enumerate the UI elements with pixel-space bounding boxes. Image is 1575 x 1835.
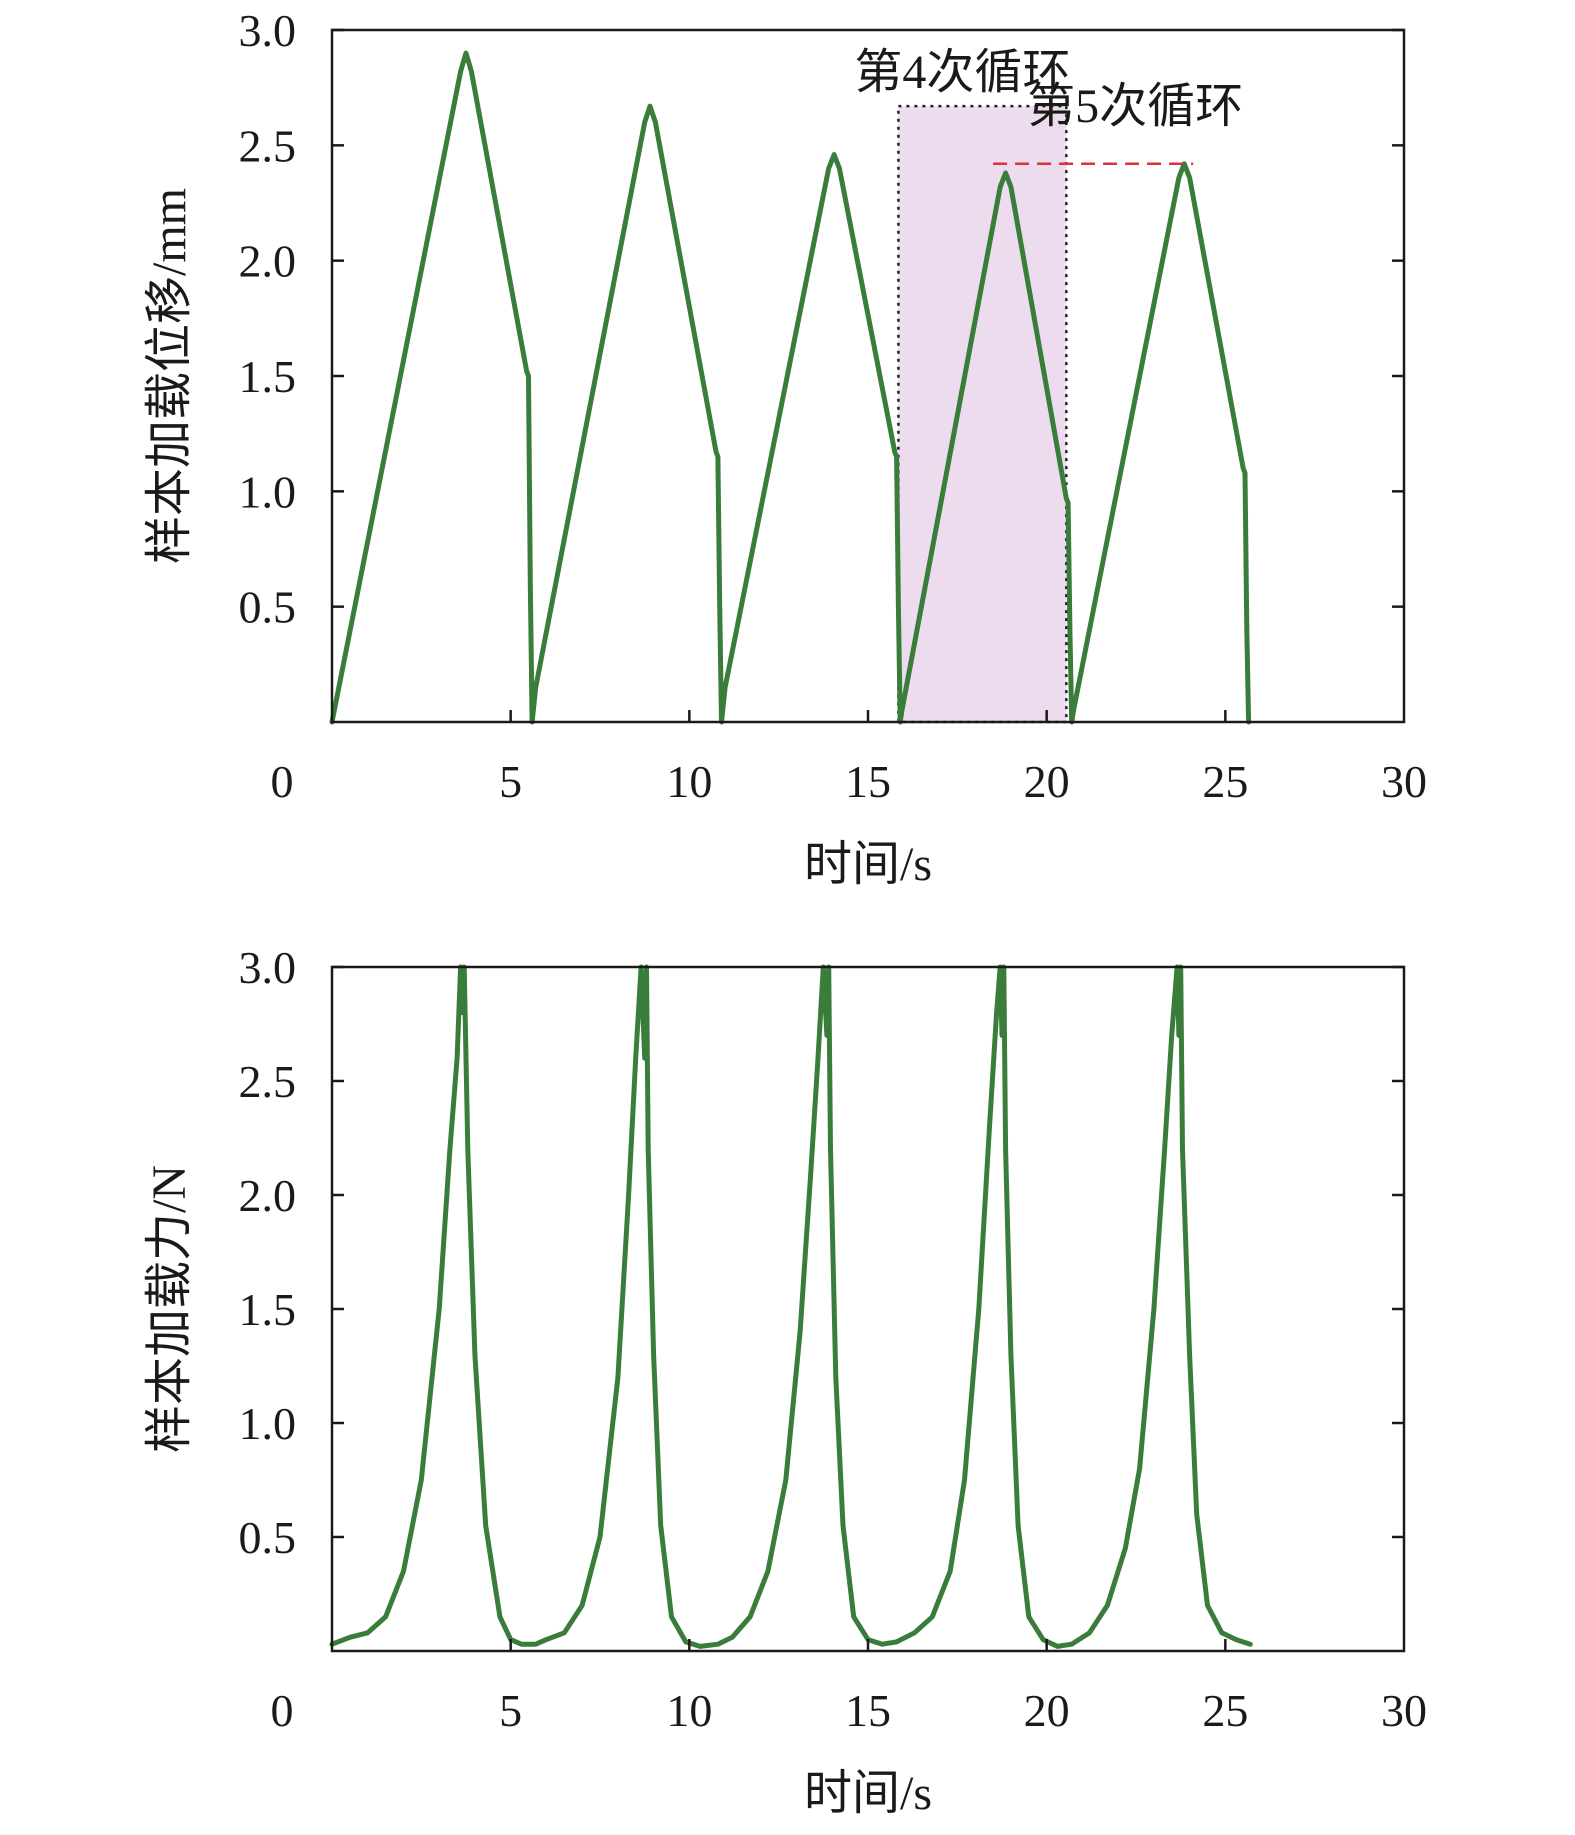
bottom-x-tick-label: 25 <box>1202 1685 1248 1736</box>
bottom-x-tick-label: 0 <box>271 1685 294 1736</box>
top-y-tick-label: 3.0 <box>239 5 297 56</box>
top-x-axis-label: 时间/s <box>804 838 932 891</box>
top-x-tick-label: 25 <box>1202 756 1248 807</box>
top-x-tick-label: 20 <box>1024 756 1070 807</box>
bottom-y-tick-label: 2.5 <box>239 1056 297 1107</box>
top-x-tick-label: 30 <box>1381 756 1427 807</box>
top-series-line <box>329 50 1252 725</box>
bottom-x-tick-label: 20 <box>1024 1685 1070 1736</box>
top-y-tick-label: 2.0 <box>239 236 297 287</box>
top-x-tick-label: 10 <box>666 756 712 807</box>
bottom-x-axis-label: 时间/s <box>804 1767 932 1820</box>
top-y-tick-label: 1.5 <box>239 351 297 402</box>
bottom-y-axis-label: 样本加载力/N <box>143 1165 196 1453</box>
top-y-tick-label: 1.0 <box>239 466 297 517</box>
bottom-x-tick-label: 15 <box>845 1685 891 1736</box>
bottom-x-tick-label: 5 <box>499 1685 522 1736</box>
cycle-4-label: 第4次循环 <box>854 46 1070 99</box>
top-y-axis-label: 样本加载位移/mm <box>143 188 196 564</box>
top-x-tick-label: 15 <box>845 756 891 807</box>
bottom-series-line <box>329 964 1253 1649</box>
top-y-tick-label: 0.5 <box>239 582 297 633</box>
bottom-x-tick-label: 10 <box>666 1685 712 1736</box>
bottom-y-tick-label: 0.5 <box>239 1512 297 1563</box>
bottom-x-tick-label: 30 <box>1381 1685 1427 1736</box>
top-y-tick-label: 2.5 <box>239 120 297 171</box>
cycle-5-label: 第5次循环 <box>1027 80 1243 133</box>
bottom-y-tick-label: 3.0 <box>239 942 297 993</box>
top-x-tick-label: 0 <box>271 756 294 807</box>
top-chart-displacement: 0 5 10 15 20 25 30 0.5 1.0 1.5 2.0 2.5 3.0 时间/s 样本加载位移… <box>143 5 1427 891</box>
bottom-chart-force: 0 5 10 15 20 25 30 0.5 1.0 1.5 2.0 2.5 3.0 时间/s 样本加载力/… <box>143 942 1427 1820</box>
top-x-tick-label: 5 <box>499 756 522 807</box>
cycle-4-highlight-box <box>897 104 1068 724</box>
bottom-y-tick-label: 1.0 <box>239 1398 297 1449</box>
top-plot-frame <box>330 28 1406 724</box>
bottom-y-tick-label: 2.0 <box>239 1170 297 1221</box>
bottom-plot-frame <box>330 965 1406 1653</box>
bottom-y-tick-label: 1.5 <box>239 1284 297 1335</box>
